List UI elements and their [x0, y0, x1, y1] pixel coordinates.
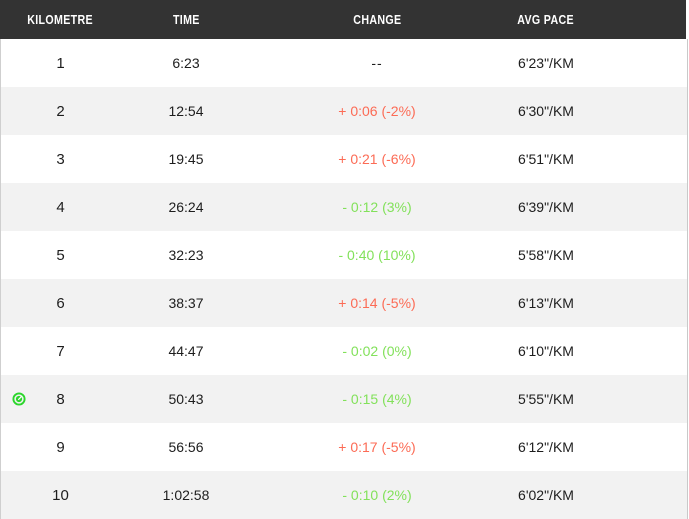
kilometre-cell: 6: [1, 295, 120, 312]
kilometre-cell: 4: [1, 199, 120, 216]
kilometre-value: 6: [56, 294, 65, 312]
kilometre-value: 9: [56, 438, 65, 456]
kilometre-cell: 2: [1, 103, 120, 120]
kilometre-value: 3: [56, 150, 65, 168]
table-row: 8 50:43 - 0:15 (4%) 5'55"/KM: [1, 375, 687, 423]
change-value: - 0:15 (4%): [342, 391, 412, 407]
time-value: 1:02:58: [162, 487, 210, 503]
change-value: --: [371, 55, 383, 71]
column-header-time: TIME: [172, 12, 200, 27]
avg-pace-value: 6'12"/KM: [518, 439, 574, 455]
time-value: 44:47: [168, 343, 204, 359]
change-value: + 0:21 (-6%): [338, 151, 416, 167]
time-value: 12:54: [168, 103, 204, 119]
time-value: 56:56: [168, 439, 204, 455]
change-value: - 0:40 (10%): [338, 247, 416, 263]
table-row: 4 26:24 - 0:12 (3%) 6'39"/KM: [1, 183, 687, 231]
column-header-kilometre: KILOMETRE: [27, 12, 93, 27]
kilometre-value: 5: [56, 246, 65, 264]
time-value: 32:23: [168, 247, 204, 263]
table-row: 1 6:23 -- 6'23"/KM: [1, 39, 687, 87]
table-row: 3 19:45 + 0:21 (-6%) 6'51"/KM: [1, 135, 687, 183]
time-value: 38:37: [168, 295, 204, 311]
time-value: 50:43: [168, 391, 204, 407]
column-header-change: CHANGE: [352, 12, 402, 27]
kilometre-cell: 3: [1, 151, 120, 168]
kilometre-value: 7: [56, 342, 65, 360]
table-row: 6 38:37 + 0:14 (-5%) 6'13"/KM: [1, 279, 687, 327]
time-value: 26:24: [168, 199, 204, 215]
kilometre-cell: 9: [1, 439, 120, 456]
change-value: + 0:06 (-2%): [338, 103, 416, 119]
change-value: - 0:02 (0%): [342, 343, 412, 359]
change-value: - 0:10 (2%): [342, 487, 412, 503]
kilometre-value: 10: [52, 486, 69, 504]
kilometre-value: 1: [56, 54, 65, 72]
table-row: 7 44:47 - 0:02 (0%) 6'10"/KM: [1, 327, 687, 375]
kilometre-value: 4: [56, 198, 65, 216]
table-row: 2 12:54 + 0:06 (-2%) 6'30"/KM: [1, 87, 687, 135]
kilometre-cell: 1: [1, 55, 120, 72]
table-row: 5 32:23 - 0:40 (10%) 5'58"/KM: [1, 231, 687, 279]
avg-pace-value: 6'30"/KM: [518, 103, 574, 119]
avg-pace-value: 5'55"/KM: [518, 391, 574, 407]
avg-pace-value: 6'39"/KM: [518, 199, 574, 215]
change-value: - 0:12 (3%): [342, 199, 412, 215]
avg-pace-value: 6'02"/KM: [518, 487, 574, 503]
kilometre-value: 8: [56, 390, 65, 408]
kilometre-cell: 7: [1, 343, 120, 360]
avg-pace-value: 6'51"/KM: [518, 151, 574, 167]
change-value: + 0:14 (-5%): [338, 295, 416, 311]
column-header-avg-pace: AVG PACE: [517, 12, 575, 27]
avg-pace-value: 6'13"/KM: [518, 295, 574, 311]
change-value: + 0:17 (-5%): [338, 439, 416, 455]
time-value: 19:45: [168, 151, 204, 167]
kilometre-value: 2: [56, 102, 65, 120]
gauge-icon: [12, 392, 26, 406]
kilometre-cell: 8: [1, 391, 120, 408]
table-body: 1 6:23 -- 6'23"/KM 2 12:54 + 0:06 (-2%) 6'30"/K…: [0, 39, 688, 519]
time-value: 6:23: [172, 55, 200, 71]
table-header: KILOMETRE TIME CHANGE AVG PACE: [0, 0, 686, 39]
avg-pace-value: 6'10"/KM: [518, 343, 574, 359]
avg-pace-value: 6'23"/KM: [518, 55, 574, 71]
kilometre-cell: 10: [1, 487, 120, 504]
table-row: 10 1:02:58 - 0:10 (2%) 6'02"/KM: [1, 471, 687, 519]
table-row: 9 56:56 + 0:17 (-5%) 6'12"/KM: [1, 423, 687, 471]
avg-pace-value: 5'58"/KM: [518, 247, 574, 263]
kilometre-cell: 5: [1, 247, 120, 264]
